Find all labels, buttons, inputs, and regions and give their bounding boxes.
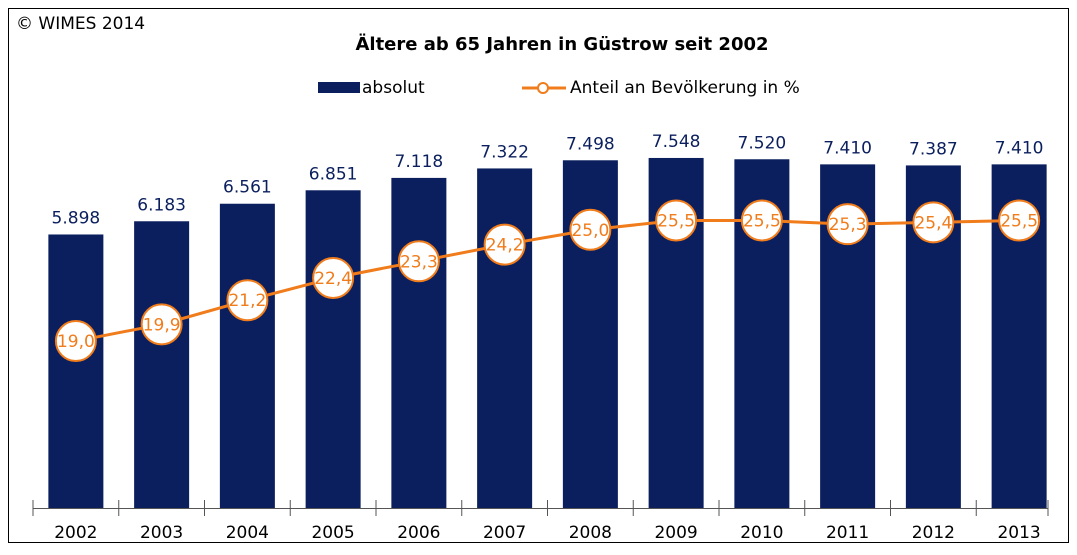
line-marker	[312, 256, 355, 299]
bar-label: 6.851	[309, 164, 358, 184]
bar	[219, 203, 275, 508]
legend-marker	[537, 82, 549, 94]
x-tick-label: 2007	[483, 523, 526, 543]
bar-label: 7.520	[738, 133, 787, 153]
line-label: 25,5	[657, 211, 695, 231]
x-tick-label: 2004	[226, 523, 269, 543]
x-tick-label: 2005	[311, 523, 354, 543]
line-marker	[998, 199, 1041, 242]
legend-label: Anteil an Bevölkerung in %	[570, 78, 800, 98]
line-marker	[569, 208, 612, 251]
line-label: 22,4	[314, 269, 352, 289]
line-marker	[655, 199, 698, 242]
line-label: 25,4	[914, 213, 952, 233]
line-marker	[826, 203, 869, 246]
source: © WIMES 2014	[16, 14, 145, 34]
bar-label: 7.118	[395, 152, 444, 172]
line-marker	[483, 223, 526, 266]
x-tick-label: 2011	[826, 523, 869, 543]
line-label: 24,2	[486, 236, 524, 256]
x-tick-label: 2012	[912, 523, 955, 543]
line-marker	[912, 201, 955, 244]
line-label: 25,5	[1000, 211, 1038, 231]
line-label: 21,2	[228, 291, 266, 311]
chart-title: Ältere ab 65 Jahren in Güstrow seit 2002	[355, 33, 768, 55]
legend-label: absolut	[362, 78, 425, 98]
line-marker	[140, 303, 183, 346]
bar-label: 7.548	[652, 132, 701, 152]
x-tick-label: 2006	[397, 523, 440, 543]
bar-label: 5.898	[52, 208, 101, 228]
line-label: 23,3	[400, 252, 438, 272]
bar-label: 7.387	[909, 139, 958, 159]
x-tick-label: 2010	[740, 523, 783, 543]
bar-label: 6.183	[137, 195, 186, 215]
bar	[134, 221, 190, 509]
bar	[48, 234, 104, 508]
legend-swatch	[318, 82, 360, 93]
line-label: 25,3	[829, 215, 867, 235]
x-tick-label: 2002	[54, 523, 97, 543]
bar	[305, 190, 361, 508]
bar-label: 6.561	[223, 178, 272, 198]
line-label: 25,5	[743, 211, 781, 231]
line-label: 19,9	[143, 315, 181, 335]
line-marker	[397, 240, 440, 283]
line-label: 19,0	[57, 332, 95, 352]
x-tick-label: 2009	[654, 523, 697, 543]
bar	[391, 177, 447, 508]
line-label: 25,0	[571, 221, 609, 241]
bar	[477, 168, 533, 508]
line-marker	[226, 279, 269, 322]
bar-label: 7.322	[480, 142, 529, 162]
bar-label: 7.410	[995, 138, 1044, 158]
x-tick-label: 2008	[569, 523, 612, 543]
bar-label: 7.410	[823, 138, 872, 158]
bar-label: 7.498	[566, 134, 615, 154]
x-tick-label: 2013	[997, 523, 1040, 543]
line-marker	[740, 199, 783, 242]
line-marker	[54, 320, 97, 363]
x-tick-label: 2003	[140, 523, 183, 543]
